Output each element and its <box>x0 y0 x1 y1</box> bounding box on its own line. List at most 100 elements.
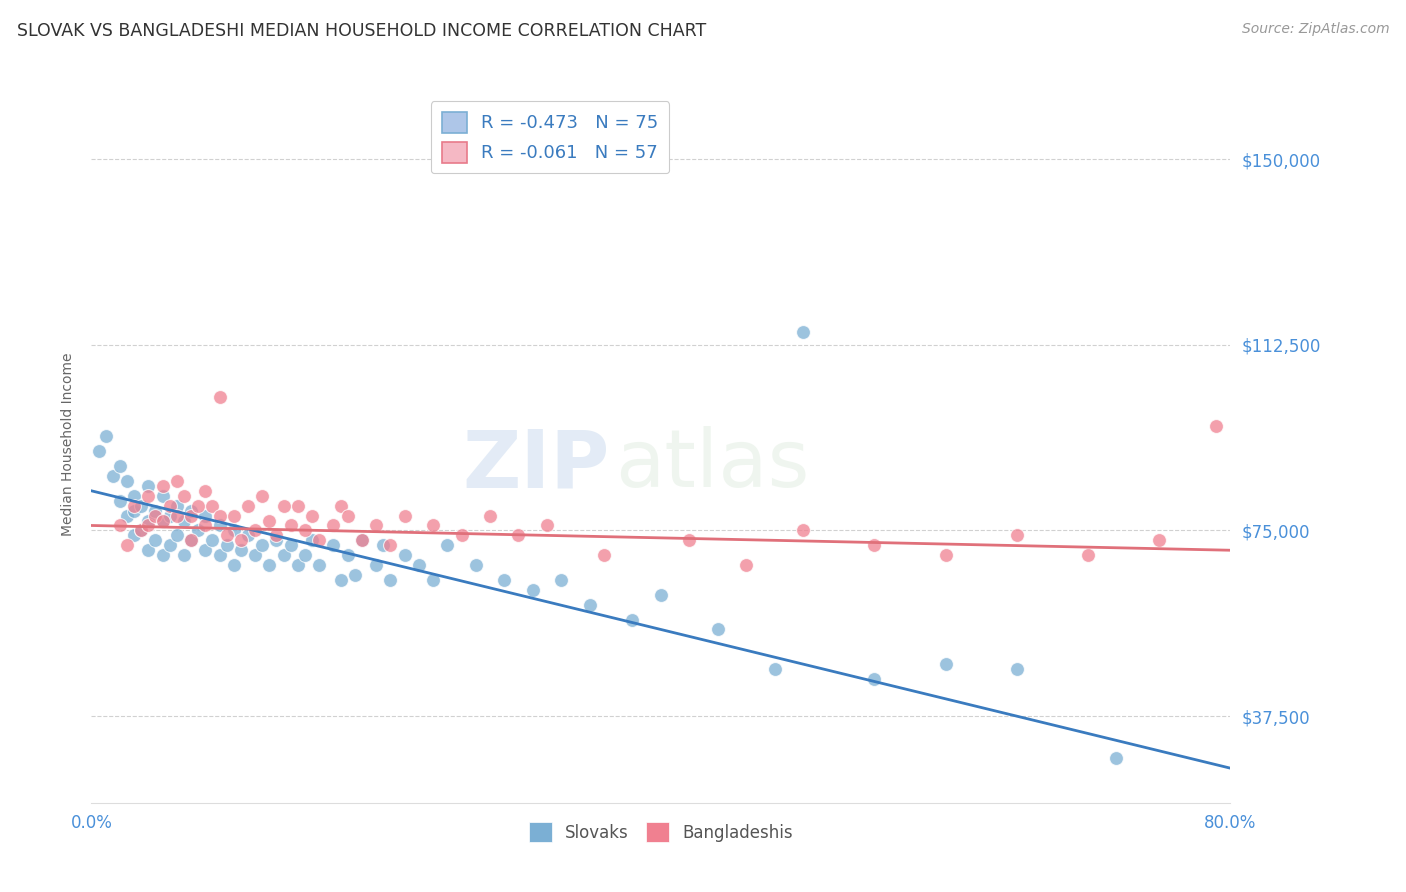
Point <box>229 543 252 558</box>
Point <box>678 533 700 548</box>
Point <box>301 533 323 548</box>
Point <box>208 518 231 533</box>
Point <box>159 508 181 523</box>
Point <box>138 543 160 558</box>
Point <box>536 518 558 533</box>
Point <box>201 533 224 548</box>
Point <box>145 503 167 517</box>
Point <box>122 499 145 513</box>
Point <box>508 528 530 542</box>
Point <box>464 558 486 573</box>
Point <box>301 508 323 523</box>
Point <box>201 499 224 513</box>
Point <box>250 489 273 503</box>
Point <box>108 458 131 473</box>
Point <box>259 514 281 528</box>
Point <box>308 558 330 573</box>
Point <box>1205 419 1227 434</box>
Point <box>122 528 145 542</box>
Point <box>129 499 152 513</box>
Point <box>129 524 152 538</box>
Point <box>792 326 814 340</box>
Point <box>236 499 259 513</box>
Y-axis label: Median Household Income: Median Household Income <box>60 352 75 535</box>
Point <box>450 528 472 542</box>
Point <box>208 548 231 562</box>
Point <box>343 568 366 582</box>
Point <box>593 548 616 562</box>
Point <box>194 543 217 558</box>
Point <box>280 518 302 533</box>
Point <box>336 548 359 562</box>
Point <box>373 538 395 552</box>
Point <box>934 548 956 562</box>
Point <box>394 508 416 523</box>
Text: SLOVAK VS BANGLADESHI MEDIAN HOUSEHOLD INCOME CORRELATION CHART: SLOVAK VS BANGLADESHI MEDIAN HOUSEHOLD I… <box>17 22 706 40</box>
Point <box>180 533 202 548</box>
Point <box>792 524 814 538</box>
Point <box>208 390 231 404</box>
Point <box>280 538 302 552</box>
Point <box>273 499 295 513</box>
Point <box>350 533 373 548</box>
Point <box>250 538 273 552</box>
Point <box>108 493 131 508</box>
Point <box>138 489 160 503</box>
Point <box>322 518 344 533</box>
Point <box>166 474 188 488</box>
Point <box>145 533 167 548</box>
Point <box>166 508 188 523</box>
Point <box>222 558 245 573</box>
Point <box>650 588 672 602</box>
Point <box>294 524 316 538</box>
Point <box>145 508 167 523</box>
Point <box>152 479 174 493</box>
Point <box>194 518 217 533</box>
Point <box>194 508 217 523</box>
Point <box>621 613 644 627</box>
Point <box>522 582 544 597</box>
Point <box>364 558 387 573</box>
Point <box>222 508 245 523</box>
Point <box>259 558 281 573</box>
Point <box>329 499 352 513</box>
Point <box>108 518 131 533</box>
Point <box>138 514 160 528</box>
Point <box>173 489 195 503</box>
Point <box>394 548 416 562</box>
Point <box>273 548 295 562</box>
Point <box>934 657 956 672</box>
Point <box>422 518 444 533</box>
Point <box>266 528 288 542</box>
Point <box>550 573 572 587</box>
Point <box>208 508 231 523</box>
Point <box>422 573 444 587</box>
Point <box>236 528 259 542</box>
Point <box>152 489 174 503</box>
Point <box>115 508 138 523</box>
Point <box>187 499 209 513</box>
Point <box>122 503 145 517</box>
Point <box>287 558 309 573</box>
Point <box>129 524 152 538</box>
Point <box>322 538 344 552</box>
Point <box>180 533 202 548</box>
Point <box>1005 528 1028 542</box>
Point <box>173 514 195 528</box>
Point <box>1105 751 1128 765</box>
Text: ZIP: ZIP <box>463 426 610 504</box>
Point <box>138 479 160 493</box>
Point <box>222 524 245 538</box>
Text: atlas: atlas <box>616 426 810 504</box>
Point <box>115 538 138 552</box>
Point <box>87 444 110 458</box>
Point <box>706 623 728 637</box>
Point <box>380 538 402 552</box>
Point <box>863 538 886 552</box>
Point <box>166 499 188 513</box>
Point <box>287 499 309 513</box>
Point <box>138 518 160 533</box>
Point <box>763 662 786 676</box>
Point <box>350 533 373 548</box>
Point <box>1005 662 1028 676</box>
